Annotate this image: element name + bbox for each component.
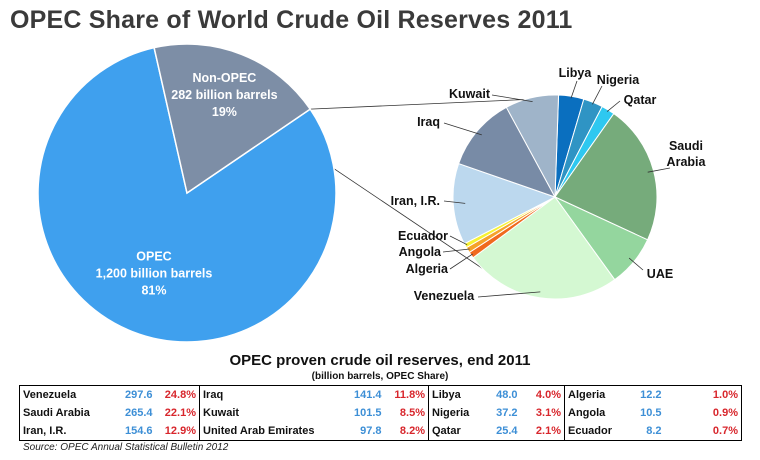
table-title: OPEC proven crude oil reserves, end 2011	[229, 352, 531, 369]
label-venezuela: Venezuela	[414, 289, 475, 303]
label-iraq: Iraq	[417, 115, 440, 129]
label-iran-i-r: Iran, I.R.	[391, 194, 440, 208]
slice-iraq	[457, 106, 557, 198]
label-opec: OPEC 1,200 billion barrels 81%	[96, 250, 213, 298]
country-name: Angola	[564, 404, 625, 422]
leader-line-angola	[442, 248, 470, 253]
opec-share: 0.9%	[712, 407, 738, 419]
table-subtitle: (billion barrels, OPEC Share)	[311, 371, 449, 382]
table-row: Saudi Arabia 265.4 22.1% Kuwait 101.5 8.5% Nig…	[20, 404, 742, 422]
reserve-value: 48.0	[496, 389, 518, 401]
opec-share: 2.1%	[535, 425, 561, 437]
reserve-value: 25.4	[496, 425, 518, 437]
reserve-value: 297.6	[124, 389, 153, 401]
leader-line-nigeria	[592, 85, 603, 105]
opec-share: 22.1%	[164, 407, 196, 419]
label-ecuador: Ecuador	[398, 229, 448, 243]
opec-share: 24.8%	[164, 389, 196, 401]
reserve-value: 141.4	[353, 389, 382, 401]
leader-line-iraq	[443, 122, 482, 136]
table-row: Venezuela 297.6 24.8% Iraq 141.4 11.8% Libya 48…	[20, 385, 742, 404]
opec-share: 3.1%	[535, 407, 561, 419]
opec-share: 12.9%	[164, 425, 196, 437]
reserves-table: Venezuela 297.6 24.8% Iraq 141.4 11.8% Libya 48…	[19, 385, 742, 441]
label-saudi-arabia: Saudi Arabia	[667, 139, 707, 169]
country-name: Saudi Arabia	[23, 407, 90, 419]
leader-line-kuwait	[491, 94, 533, 102]
reserve-value: 97.8	[360, 425, 382, 437]
label-algeria: Algeria	[406, 262, 449, 276]
country-name: Algeria	[564, 385, 625, 404]
country-name: Ecuador	[564, 422, 625, 441]
opec-share: 8.5%	[399, 407, 425, 419]
opec-share: 11.8%	[394, 389, 425, 401]
leader-line-ecuador	[449, 235, 468, 246]
opec-share: 0.7%	[712, 425, 738, 437]
opec-share: 8.2%	[399, 425, 425, 437]
country-name: Iran, I.R.	[23, 425, 67, 437]
country-name: Venezuela	[23, 389, 77, 401]
slice-kuwait	[505, 94, 560, 199]
country-name: Nigeria	[428, 404, 481, 422]
leader-line-algeria	[449, 253, 474, 270]
country-name: Iraq	[199, 385, 345, 404]
leader-line-iran-i-r	[443, 200, 466, 204]
label-uae: UAE	[647, 267, 673, 281]
source-note: Source: OPEC Annual Statistical Bulletin…	[23, 442, 229, 453]
reserve-value: 154.6	[124, 425, 153, 437]
reserve-value: 10.5	[640, 407, 662, 419]
label-qatar: Qatar	[624, 93, 657, 107]
leader-line-uae	[628, 257, 644, 271]
pie-charts: OPEC 1,200 billion barrels 81% Non-OPEC 282 …	[37, 43, 707, 343]
reserve-value: 265.4	[124, 407, 153, 419]
country-name: Kuwait	[199, 404, 345, 422]
label-nigeria: Nigeria	[597, 73, 640, 87]
reserve-value: 37.2	[496, 407, 518, 419]
table-row: Iran, I.R. 154.6 12.9% United Arab Emirates…	[20, 422, 742, 441]
label-libya: Libya	[559, 66, 593, 80]
leader-line-qatar	[606, 100, 621, 112]
slice-opec	[37, 46, 337, 343]
leader-line-libya	[570, 80, 578, 99]
reserve-value: 12.2	[640, 389, 662, 401]
leader-line-saudi-arabia	[647, 167, 671, 173]
slice-non-opec	[153, 43, 312, 195]
opec-share: 1.0%	[712, 389, 738, 401]
leader-line-venezuela	[477, 291, 541, 298]
slice-venezuela	[472, 196, 616, 300]
reserve-value: 101.5	[353, 407, 382, 419]
label-angola: Angola	[399, 245, 442, 259]
reserve-value: 8.2	[646, 425, 662, 437]
country-name: Libya	[428, 385, 481, 404]
country-name: Qatar	[428, 422, 481, 441]
page-title: OPEC Share of World Crude Oil Reserves 2…	[10, 6, 573, 34]
label-kuwait: Kuwait	[449, 87, 491, 101]
country-name: United Arab Emirates	[199, 422, 345, 441]
slice-iran-i-r	[452, 162, 557, 245]
opec-share: 4.0%	[535, 389, 561, 401]
label-non-opec: Non-OPEC 282 billion barrels 19%	[171, 71, 277, 119]
